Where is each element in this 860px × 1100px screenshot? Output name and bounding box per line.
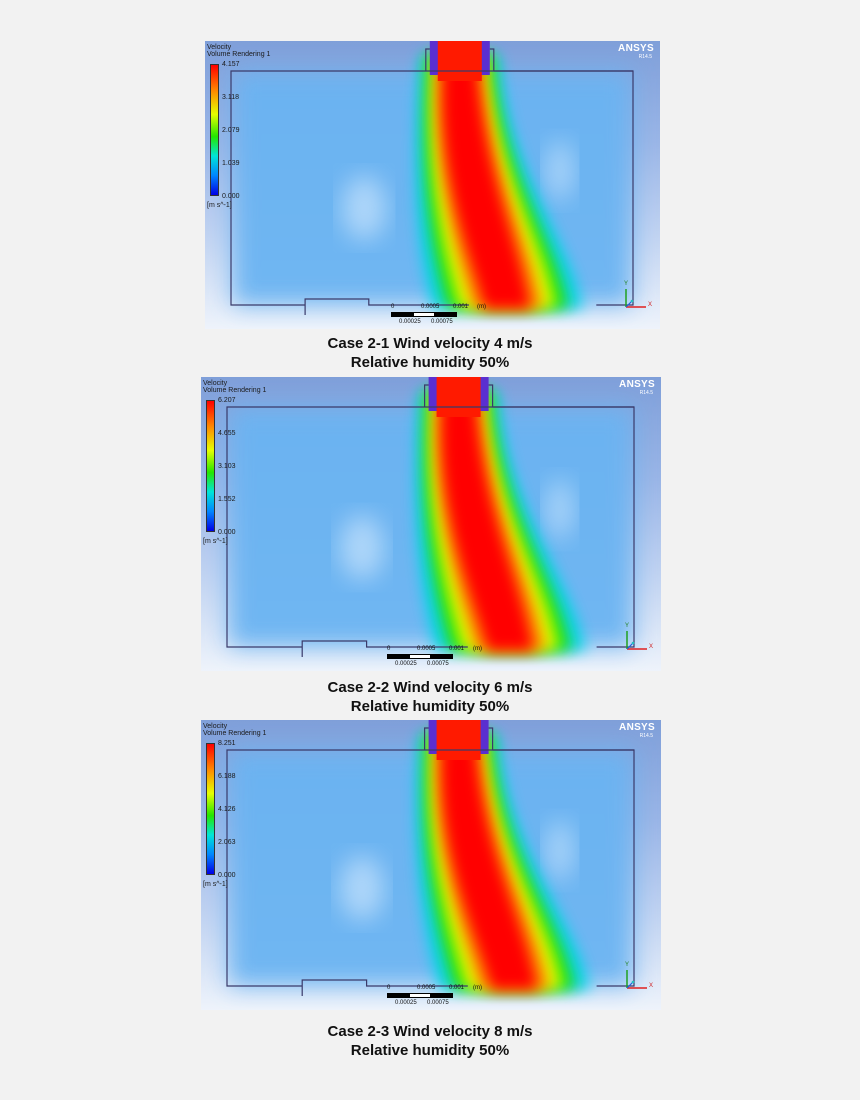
scale-label: 0.0005 <box>417 646 436 652</box>
legend-tick-label: 6.188 <box>218 773 236 780</box>
case-caption: Case 2-2 Wind velocity 6 m/s Relative hum… <box>0 678 860 716</box>
ansys-logo: ANSYS <box>619 722 655 733</box>
legend-variable: Velocity <box>203 723 228 730</box>
legend-unit: [m s^-1] <box>207 202 232 209</box>
scale-sub-label: 0.00075 <box>427 1000 449 1006</box>
scale-label: 0.0005 <box>421 304 440 310</box>
axis-x-label: X <box>649 644 654 650</box>
ansys-version: R14.5 <box>638 54 652 60</box>
scale-label: 0.001 <box>449 985 465 991</box>
color-legend-bar <box>206 400 215 532</box>
legend-rendering: Volume Rendering 1 <box>207 51 271 58</box>
legend-tick-label: 3.118 <box>222 94 239 101</box>
scale-bar: 0 0.0005 0.001 (m) 0.00025 0.00075 <box>391 304 486 326</box>
case-caption: Case 2-1 Wind velocity 4 m/s Relative hum… <box>0 334 860 372</box>
legend-tick-label: 4.157 <box>222 61 240 68</box>
scale-label: 0.0005 <box>417 985 436 991</box>
scale-label: (m) <box>477 304 486 310</box>
scale-label: 0 <box>387 985 391 991</box>
caption-wind-velocity: Case 2-2 Wind velocity 6 m/s <box>327 679 533 696</box>
scale-label: 0.001 <box>453 304 469 310</box>
scale-label: 0 <box>387 646 391 652</box>
legend-variable: Velocity <box>203 380 228 387</box>
legend-tick-label: 4.126 <box>218 806 236 813</box>
scale-label: 0 <box>391 304 395 310</box>
scale-bar: 0 0.0005 0.001 (m) 0.00025 0.00075 <box>387 646 482 668</box>
axis-y-label: Y <box>624 281 629 287</box>
ansys-logo: ANSYS <box>619 379 655 390</box>
ansys-version: R14.5 <box>639 390 653 396</box>
scale-sub-label: 0.00075 <box>427 661 449 667</box>
caption-humidity: Relative humidity 50% <box>350 1042 510 1059</box>
scale-bar: 0 0.0005 0.001 (m) 0.00025 0.00075 <box>387 985 482 1007</box>
case-caption: Case 2-3 Wind velocity 8 m/s Relative hum… <box>0 1022 860 1060</box>
scale-sub-label: 0.00025 <box>399 319 421 325</box>
scale-label: (m) <box>473 646 482 652</box>
axis-y-label: Y <box>625 623 630 629</box>
legend-title: Velocity Volume Rendering 1 <box>207 44 270 58</box>
legend-tick-label: 0.000 <box>218 529 236 536</box>
caption-humidity: Relative humidity 50% <box>350 354 510 371</box>
ansys-version: R14.5 <box>639 733 653 739</box>
caption-wind-velocity: Case 2-3 Wind velocity 8 m/s <box>327 1023 533 1040</box>
legend-unit: [m s^-1] <box>203 881 228 888</box>
caption-humidity: Relative humidity 50% <box>350 698 510 715</box>
velocity-field-render <box>226 377 635 657</box>
scale-sub-label: 0.00025 <box>395 1000 417 1006</box>
legend-rendering: Volume Rendering 1 <box>203 730 267 737</box>
color-legend-bar <box>210 64 219 196</box>
legend-variable: Velocity <box>207 44 232 51</box>
legend-rendering: Volume Rendering 1 <box>203 387 267 394</box>
velocity-contour-panel: Velocity Volume Rendering 1 4.157 3.118 2.07… <box>205 41 660 329</box>
caption-wind-velocity: Case 2-1 Wind velocity 4 m/s <box>327 335 533 352</box>
scale-sub-label: 0.00075 <box>431 319 453 325</box>
scale-label: 0.001 <box>449 646 465 652</box>
axis-y-label: Y <box>625 962 630 968</box>
scale-label: (m) <box>473 985 482 991</box>
legend-title: Velocity Volume Rendering 1 <box>203 723 266 737</box>
legend-tick-label: 6.207 <box>218 397 236 404</box>
legend-title: Velocity Volume Rendering 1 <box>203 380 266 394</box>
legend-tick-label: 1.552 <box>218 496 236 503</box>
legend-unit: [m s^-1] <box>203 538 228 545</box>
ansys-logo: ANSYS <box>618 43 654 54</box>
velocity-contour-panel: Velocity Volume Rendering 1 6.207 4.655 3.10… <box>201 377 661 671</box>
legend-tick-label: 2.079 <box>222 127 240 134</box>
scale-sub-label: 0.00025 <box>395 661 417 667</box>
legend-tick-label: 4.655 <box>218 430 236 437</box>
axis-x-label: X <box>648 302 653 308</box>
axis-x-label: X <box>649 983 654 989</box>
legend-tick-label: 2.063 <box>218 839 236 846</box>
legend-tick-label: 1.039 <box>222 160 240 167</box>
velocity-field-render <box>230 41 634 315</box>
legend-tick-label: 8.251 <box>218 740 236 747</box>
velocity-field-render <box>226 720 635 996</box>
legend-tick-label: 0.000 <box>222 193 240 200</box>
legend-tick-label: 3.103 <box>218 463 236 470</box>
velocity-contour-panel: Velocity Volume Rendering 1 8.251 6.188 4.12… <box>201 720 661 1010</box>
legend-tick-label: 0.000 <box>218 872 236 879</box>
color-legend-bar <box>206 743 215 875</box>
